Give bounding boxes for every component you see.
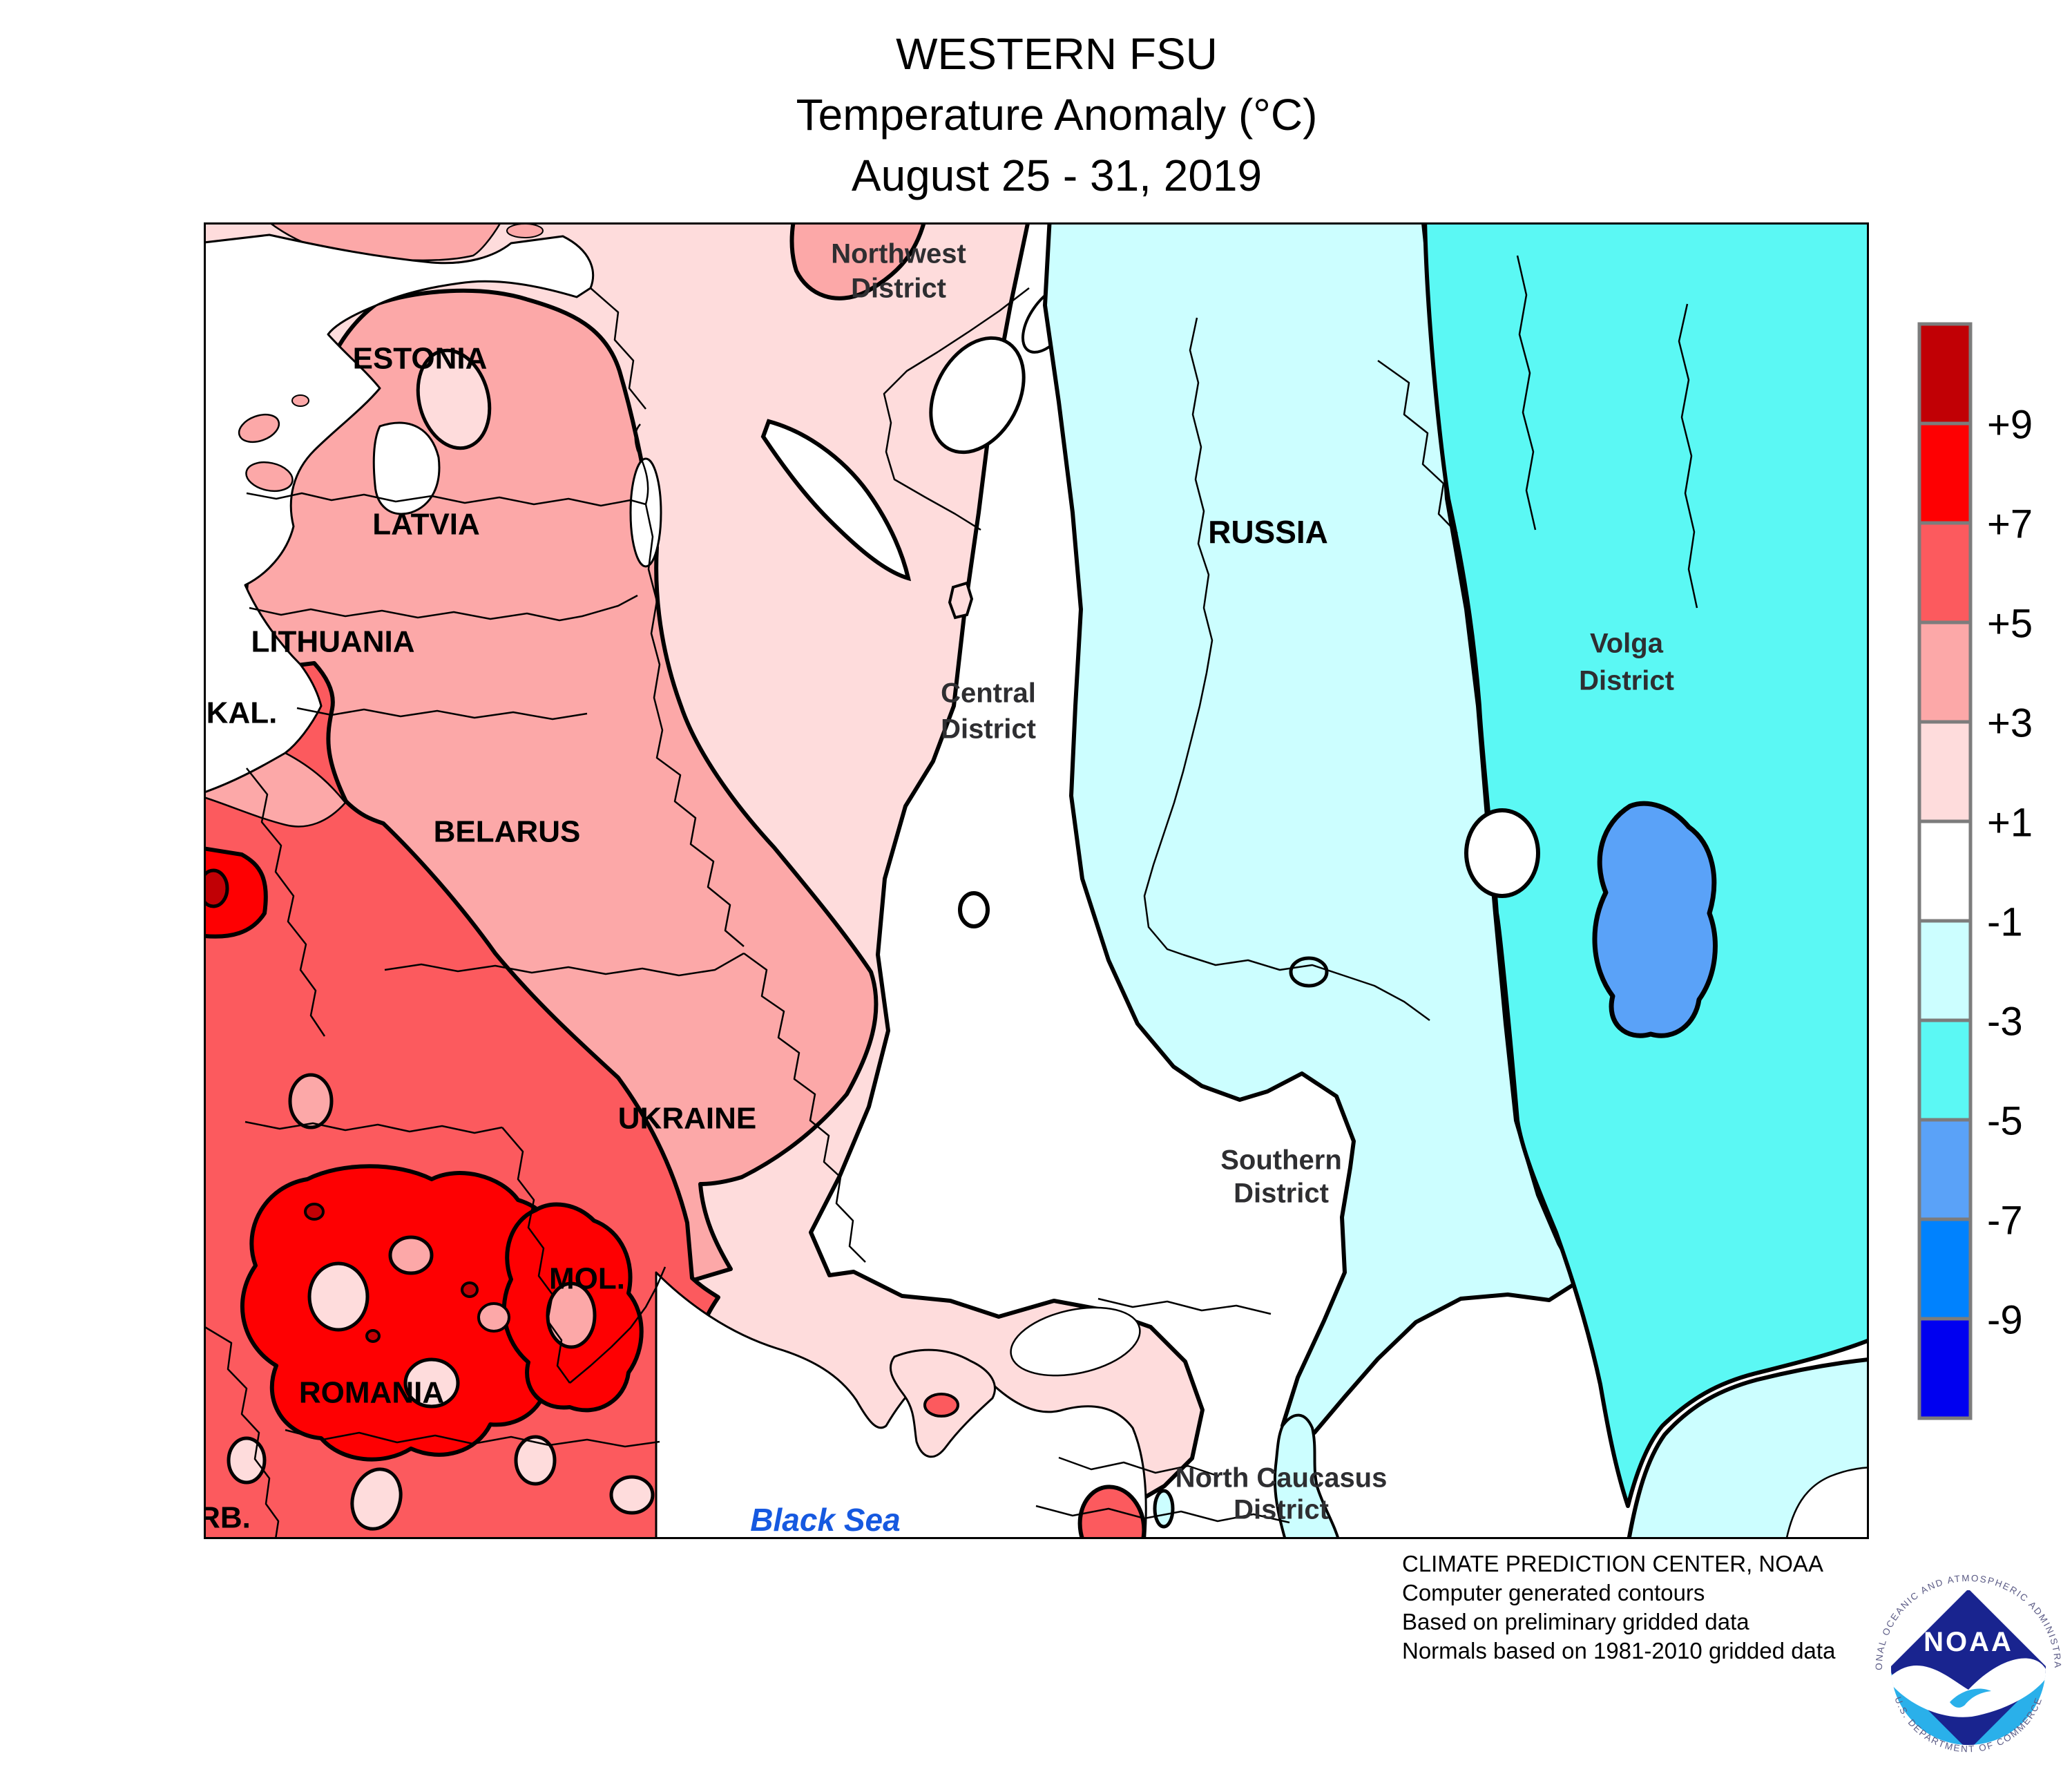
label-estonia: ESTONIA xyxy=(353,342,488,376)
region-finland-islet xyxy=(506,223,544,238)
label-southern-district-2: District xyxy=(1234,1179,1329,1209)
legend-tick-m1: -1 xyxy=(1987,899,2023,944)
legend-swatch-1-3 xyxy=(1917,720,1973,823)
legend-swatch-neutral xyxy=(1917,819,1973,923)
region-plus9-spot-west xyxy=(198,868,229,908)
label-volga-district-2: District xyxy=(1579,666,1674,696)
legend-swatch-m5-m7 xyxy=(1917,1118,1973,1221)
island xyxy=(245,461,294,493)
minus1-pocket xyxy=(1153,1489,1175,1529)
contour-hole xyxy=(403,1357,460,1409)
credits-line-3: Based on preliminary gridded data xyxy=(1402,1609,1749,1634)
map-frame xyxy=(204,222,1869,1539)
contour-hole xyxy=(609,1475,655,1515)
contour-hole xyxy=(307,1261,370,1332)
sea-of-azov xyxy=(1010,1306,1141,1377)
contour-hole xyxy=(350,1467,403,1531)
gulf-of-riga xyxy=(372,421,441,515)
credits-line-4: Normals based on 1981-2010 gridded data xyxy=(1402,1638,1836,1663)
legend-swatch-3-5 xyxy=(1917,620,1973,724)
label-kaliningrad: KAL. xyxy=(207,696,278,730)
title-line-region: WESTERN FSU xyxy=(896,29,1218,79)
credits-line-1: CLIMATE PREDICTION CENTER, NOAA xyxy=(1402,1551,1823,1576)
island xyxy=(291,394,309,407)
label-moldova: MOL. xyxy=(549,1262,625,1296)
legend-swatch-m3-m5 xyxy=(1917,1018,1973,1122)
label-ukraine: UKRAINE xyxy=(618,1102,756,1136)
label-serbia: RB. xyxy=(204,1501,251,1535)
label-black-sea: Black Sea xyxy=(750,1502,900,1538)
legend-svg: +9 +7 +5 +3 +1 -1 -3 -5 -7 -9 xyxy=(1917,322,2033,1420)
label-central-district-2: District xyxy=(941,714,1036,745)
crimea-warm-spot xyxy=(923,1393,959,1418)
neutral-wedge-nw xyxy=(760,419,912,582)
island xyxy=(238,413,280,443)
title-line-variable: Temperature Anomaly (°C) xyxy=(796,90,1318,140)
label-russia: RUSSIA xyxy=(1208,514,1328,550)
label-latvia: LATVIA xyxy=(372,508,480,542)
label-southern-district-1: Southern xyxy=(1220,1145,1342,1176)
legend-tick-m9: -9 xyxy=(1987,1297,2023,1342)
label-northwest-district-2: District xyxy=(851,274,946,304)
lake-peipus xyxy=(629,457,662,568)
credits-block: CLIMATE PREDICTION CENTER, NOAA Computer… xyxy=(1402,1549,1835,1666)
legend-tick-p3: +3 xyxy=(1987,700,2033,745)
contour-hole xyxy=(388,1235,434,1275)
map-title: WESTERN FSU Temperature Anomaly (°C) Aug… xyxy=(366,23,1747,206)
label-lithuania: LITHUANIA xyxy=(251,625,414,659)
caspian-sea xyxy=(1273,1413,1342,1546)
contour-hole xyxy=(514,1435,557,1486)
region-minus5-blob xyxy=(1592,801,1718,1038)
label-volga-district-1: Volga xyxy=(1590,629,1664,659)
logo-diamond xyxy=(1891,1590,2046,1745)
legend-swatch-m1-m3 xyxy=(1917,919,1973,1022)
region-plus7-carpathia xyxy=(240,1164,574,1462)
legend-swatch-5-7 xyxy=(1917,521,1973,624)
logo-emblem: NOAA xyxy=(1891,1590,2046,1745)
label-central-district-1: Central xyxy=(941,678,1036,709)
logo-seagull-icon xyxy=(1950,1688,1991,1708)
label-north-caucasus-district-2: District xyxy=(1234,1495,1329,1525)
legend-tick-m7: -7 xyxy=(1987,1198,2023,1243)
label-northwest-district-1: Northwest xyxy=(831,239,966,269)
plus1-islet-central xyxy=(948,581,974,620)
political-borders xyxy=(203,255,1698,1540)
legend-swatch-7-9 xyxy=(1917,421,1973,525)
plus9-spot xyxy=(461,1281,479,1298)
legend-swatch-ltm9 xyxy=(1917,1317,1973,1420)
plus9-spot xyxy=(365,1329,381,1343)
credits-line-2: Computer generated contours xyxy=(1402,1580,1705,1605)
legend-tick-p7: +7 xyxy=(1987,502,2033,546)
label-belarus: BELARUS xyxy=(434,815,581,849)
label-romania: ROMANIA xyxy=(299,1376,444,1410)
baltic-sea xyxy=(197,233,595,796)
lake-ladoga xyxy=(929,336,1026,455)
legend-tick-m5: -5 xyxy=(1987,1098,2023,1143)
region-nw-pink-wedge xyxy=(789,215,928,300)
contour-hole xyxy=(227,1436,267,1485)
legend-swatch-gt9 xyxy=(1917,322,1973,426)
legend-tick-p1: +1 xyxy=(1987,800,2033,845)
estonia-light-patch xyxy=(416,348,492,450)
legend-swatch-m7-m9 xyxy=(1917,1217,1973,1321)
legend-tick-m3: -3 xyxy=(1987,999,2023,1044)
title-line-daterange: August 25 - 31, 2019 xyxy=(851,151,1263,200)
logo-bird xyxy=(1891,1658,2046,1717)
contour-hole xyxy=(477,1302,510,1333)
label-north-caucasus-district-1: North Caucasus xyxy=(1176,1463,1388,1494)
temperature-anomaly-map: Northwest District ESTONIA LATVIA LITHUA… xyxy=(196,215,1877,1569)
plus9-spot xyxy=(304,1203,325,1221)
contour-hole xyxy=(288,1073,334,1129)
neutral-ring-central xyxy=(958,891,990,928)
noaa-logo-svg: NOAA NATIONAL OCEANIC AND ATMOSPHERIC AD… xyxy=(1864,1565,2062,1760)
legend-tick-p5: +5 xyxy=(1987,601,2033,646)
contour-hole xyxy=(546,1281,597,1349)
map-canvas: Northwest District ESTONIA LATVIA LITHUA… xyxy=(196,215,1877,1569)
minus1-hole xyxy=(1289,956,1329,988)
neutral-hole-volga xyxy=(1464,808,1540,898)
legend-colorbar: +9 +7 +5 +3 +1 -1 -3 -5 -7 -9 xyxy=(1896,314,2072,1461)
noaa-logo: NOAA NATIONAL OCEANIC AND ATMOSPHERIC AD… xyxy=(1864,1565,2062,1762)
logo-acronym: NOAA xyxy=(1924,1627,2013,1657)
legend-tick-p9: +9 xyxy=(1987,402,2033,447)
